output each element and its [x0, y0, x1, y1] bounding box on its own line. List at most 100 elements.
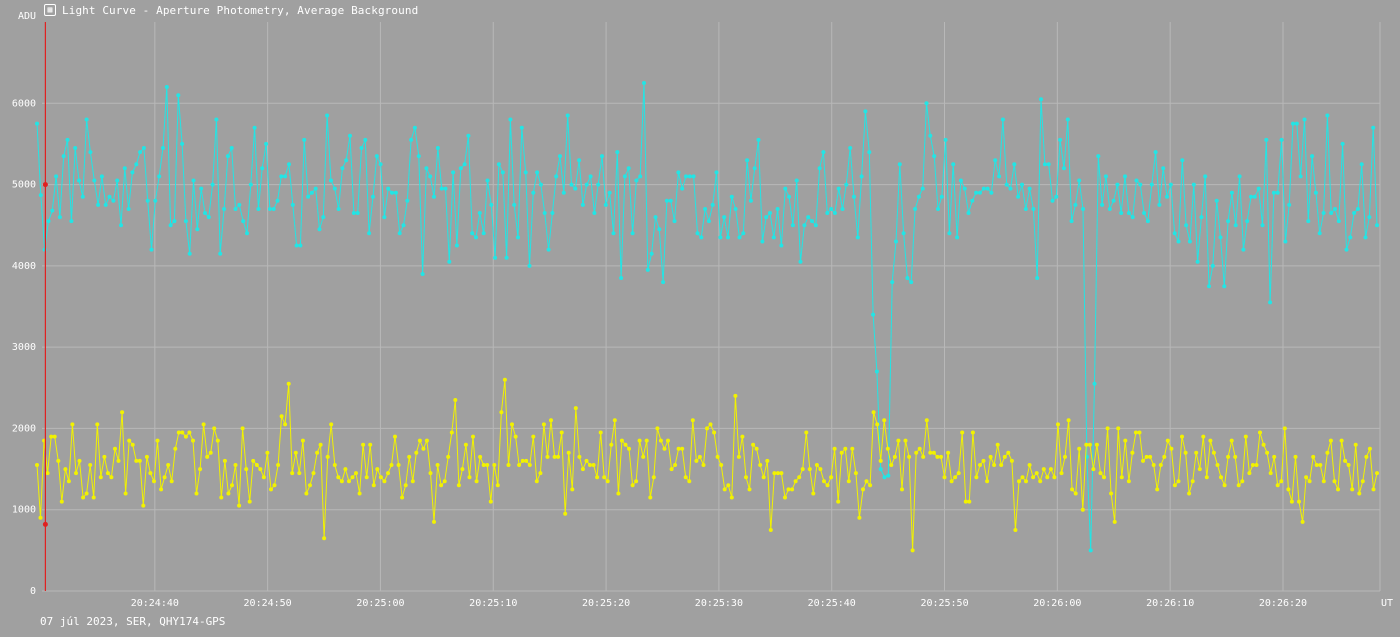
- data-point-target: [680, 186, 685, 191]
- data-point-comparison: [790, 487, 795, 492]
- data-point-target: [1333, 207, 1337, 211]
- data-point-comparison: [446, 454, 451, 459]
- data-point-target: [176, 93, 181, 98]
- data-point-target: [1187, 239, 1192, 244]
- data-point-target: [218, 251, 223, 256]
- data-point-comparison: [162, 475, 167, 480]
- data-point-comparison: [595, 475, 600, 480]
- data-point-target: [405, 198, 410, 203]
- data-point-target: [206, 215, 211, 220]
- data-point-target: [916, 194, 921, 199]
- data-point-comparison: [261, 475, 266, 480]
- data-point-target: [1287, 202, 1292, 207]
- data-point-comparison: [963, 499, 968, 504]
- cursor-marker[interactable]: [42, 521, 48, 527]
- data-point-target: [306, 194, 311, 199]
- data-point-comparison: [729, 495, 734, 500]
- data-point-target: [183, 219, 188, 224]
- data-point-comparison: [988, 454, 993, 459]
- data-point-comparison: [1318, 463, 1323, 467]
- data-point-target: [298, 243, 303, 248]
- data-point-target: [1042, 162, 1047, 167]
- data-point-target: [256, 207, 261, 211]
- data-point-comparison: [137, 458, 142, 463]
- data-point-comparison: [1024, 479, 1028, 484]
- data-point-target: [832, 211, 837, 215]
- data-point-comparison: [861, 487, 865, 492]
- data-point-comparison: [1027, 463, 1032, 467]
- data-point-comparison: [644, 438, 649, 443]
- data-point-target: [1000, 117, 1005, 122]
- data-point-target: [1222, 284, 1227, 289]
- data-point-target: [1168, 182, 1173, 187]
- data-point-comparison: [123, 491, 128, 496]
- data-point-target: [1363, 235, 1368, 240]
- data-point-comparison: [967, 499, 972, 504]
- data-point-comparison: [116, 458, 121, 463]
- time-cursor[interactable]: [42, 22, 48, 591]
- data-point-target: [214, 117, 219, 122]
- data-point-target: [1046, 162, 1051, 167]
- data-point-comparison: [502, 377, 507, 382]
- data-point-target: [1115, 182, 1120, 187]
- x-tick-label: 20:25:20: [582, 598, 630, 609]
- data-point-target: [733, 207, 738, 211]
- data-point-comparison: [1375, 471, 1379, 476]
- data-point-target: [485, 178, 490, 183]
- data-point-comparison: [1073, 491, 1078, 496]
- data-point-target: [454, 243, 459, 248]
- data-point-target: [1256, 186, 1261, 191]
- data-point-comparison: [1006, 450, 1011, 455]
- data-point-comparison: [1357, 491, 1362, 496]
- data-point-comparison: [45, 471, 50, 476]
- data-point-target: [546, 247, 551, 252]
- data-point-comparison: [722, 487, 727, 492]
- data-point-target: [336, 207, 341, 211]
- data-point-comparison: [91, 495, 96, 500]
- data-point-comparison: [1236, 483, 1241, 488]
- data-point-target: [180, 141, 185, 146]
- data-point-comparison: [1013, 528, 1018, 532]
- data-point-comparison: [517, 463, 522, 467]
- data-point-comparison: [265, 450, 270, 455]
- data-point-target: [351, 211, 356, 215]
- data-point-target: [481, 231, 486, 236]
- data-point-comparison: [1070, 487, 1075, 492]
- data-point-target: [271, 207, 276, 211]
- data-point-comparison: [850, 446, 855, 451]
- data-point-target: [1329, 211, 1334, 215]
- data-point-comparison: [410, 479, 415, 484]
- data-point-comparison: [318, 442, 323, 447]
- data-point-target: [412, 125, 417, 130]
- data-point-comparison: [931, 450, 936, 455]
- data-point-comparison: [347, 479, 351, 484]
- data-point-comparison: [1158, 463, 1163, 467]
- data-point-comparison: [1279, 479, 1284, 484]
- data-point-target: [619, 276, 624, 280]
- data-point-comparison: [917, 446, 922, 451]
- y-tick-label: 0: [30, 586, 36, 597]
- data-point-comparison: [1165, 438, 1170, 443]
- cursor-marker[interactable]: [42, 182, 48, 188]
- data-point-comparison: [864, 479, 869, 484]
- data-point-target: [1176, 239, 1181, 244]
- x-tick-label: 20:25:40: [808, 598, 856, 609]
- data-point-target: [802, 223, 807, 228]
- data-point-target: [794, 178, 799, 183]
- data-point-target: [997, 174, 1002, 179]
- data-point-target: [1119, 211, 1124, 215]
- data-point-comparison: [1091, 467, 1096, 472]
- data-point-target: [1371, 125, 1376, 130]
- data-point-target: [50, 208, 55, 213]
- data-point-comparison: [960, 430, 965, 435]
- data-point-target: [443, 186, 448, 191]
- data-point-target: [840, 207, 845, 211]
- data-point-target: [294, 243, 299, 248]
- data-point-target: [974, 190, 979, 195]
- y-tick-label: 2000: [12, 423, 36, 434]
- data-point-target: [745, 158, 750, 163]
- data-point-comparison: [485, 463, 490, 467]
- data-point-comparison: [1130, 450, 1135, 455]
- y-tick-label: 6000: [12, 98, 36, 109]
